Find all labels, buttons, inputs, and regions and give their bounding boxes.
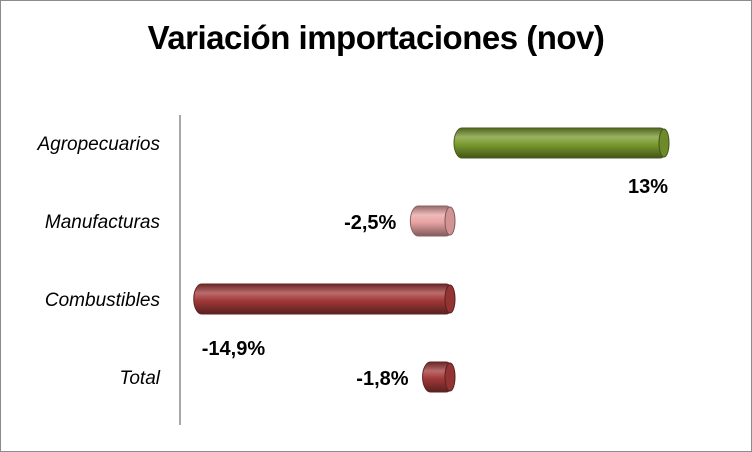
bar-combustibles xyxy=(193,283,456,315)
data-label-combustibles: -14,9% xyxy=(202,338,266,360)
bar-agropecuarios xyxy=(453,127,670,159)
data-label-total: -1,8% xyxy=(356,368,408,390)
data-label-manufacturas: -2,5% xyxy=(344,212,396,234)
data-label-agropecuarios: 13% xyxy=(628,176,668,198)
category-label-agropecuarios: Agropecuarios xyxy=(36,134,160,155)
bar-manufacturas xyxy=(409,205,456,237)
category-label-manufacturas: Manufacturas xyxy=(45,212,161,233)
category-label-total: Total xyxy=(120,368,161,389)
category-label-combustibles: Combustibles xyxy=(45,290,161,311)
bar-total xyxy=(422,361,456,393)
chart-title: Variación importaciones (nov) xyxy=(147,19,605,56)
